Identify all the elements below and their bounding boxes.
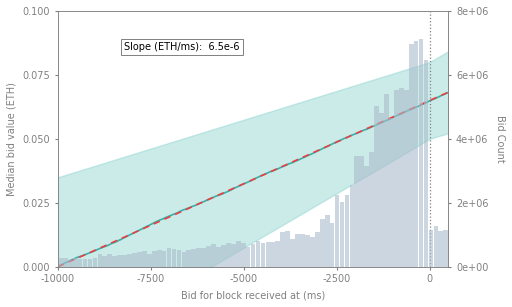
Bar [414,41,418,267]
Bar [157,250,161,267]
Bar [191,249,196,267]
Bar [379,113,384,267]
Bar [211,244,216,267]
Bar [434,226,438,267]
Bar [63,258,68,267]
Bar [73,258,77,267]
Bar [345,195,349,267]
Bar [137,252,142,267]
Bar [112,256,117,267]
Bar [98,254,102,267]
Bar [68,260,73,267]
Bar [197,248,201,267]
Bar [177,250,181,267]
Bar [310,237,315,267]
Bar [241,243,246,267]
Bar [394,90,399,267]
Bar [389,119,394,267]
Bar [409,45,414,267]
Bar [122,255,127,267]
Text: Slope (ETH/ms):  6.5e-6: Slope (ETH/ms): 6.5e-6 [124,42,240,52]
Bar [83,259,88,267]
Bar [429,230,433,267]
Bar [305,235,310,267]
Bar [399,87,403,267]
Bar [359,156,364,267]
Bar [216,247,221,267]
Bar [201,248,206,267]
Bar [147,254,152,267]
Bar [285,231,290,267]
Bar [423,60,429,267]
Bar [419,39,423,267]
Bar [182,252,186,267]
Bar [226,243,231,267]
Bar [365,166,369,267]
Bar [162,251,166,267]
Bar [438,231,443,267]
Bar [172,249,176,267]
X-axis label: Bid for block received at (ms): Bid for block received at (ms) [181,290,325,300]
Bar [221,245,226,267]
Bar [152,251,157,267]
Bar [350,185,354,267]
Bar [374,106,379,267]
Bar [354,156,359,267]
Bar [295,234,300,267]
Bar [404,90,409,267]
Bar [261,243,265,267]
Bar [142,251,147,267]
Bar [325,215,330,267]
Bar [132,253,137,267]
Bar [236,241,241,267]
Bar [93,258,97,267]
Bar [246,247,250,267]
Bar [117,255,122,267]
Bar [339,202,345,267]
Bar [266,242,270,267]
Bar [315,232,319,267]
Bar [167,248,172,267]
Bar [290,239,295,267]
Bar [108,254,112,267]
Y-axis label: Median bid value (ETH): Median bid value (ETH) [7,82,17,196]
Bar [78,259,82,267]
Bar [335,195,339,267]
Bar [255,241,261,267]
Bar [281,232,285,267]
Y-axis label: Bid Count: Bid Count [495,115,505,163]
Bar [443,230,448,267]
Bar [186,250,191,267]
Bar [320,219,325,267]
Bar [384,94,389,267]
Bar [231,244,236,267]
Bar [300,234,305,267]
Bar [270,242,275,267]
Bar [206,246,211,267]
Bar [58,258,62,267]
Bar [369,152,374,267]
Bar [127,255,132,267]
Bar [330,223,334,267]
Bar [88,258,92,267]
Bar [275,241,280,267]
Bar [102,256,107,267]
Bar [251,244,255,267]
